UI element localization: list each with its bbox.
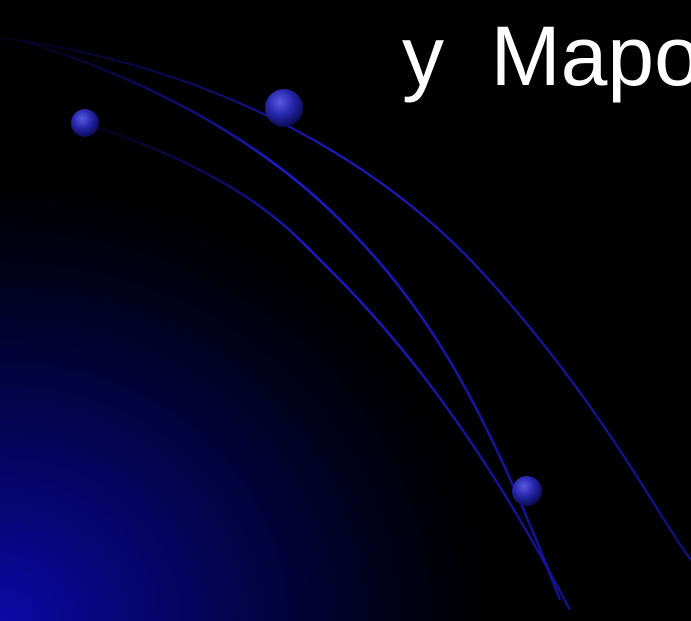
arc-middle xyxy=(19,38,562,601)
node-orb-small xyxy=(71,109,99,137)
node-orb-large xyxy=(265,89,303,127)
arc-inner xyxy=(84,122,572,611)
slide-title: y Mapo xyxy=(402,9,691,103)
node-orb-lower xyxy=(512,476,542,506)
arc-outer xyxy=(0,36,691,561)
